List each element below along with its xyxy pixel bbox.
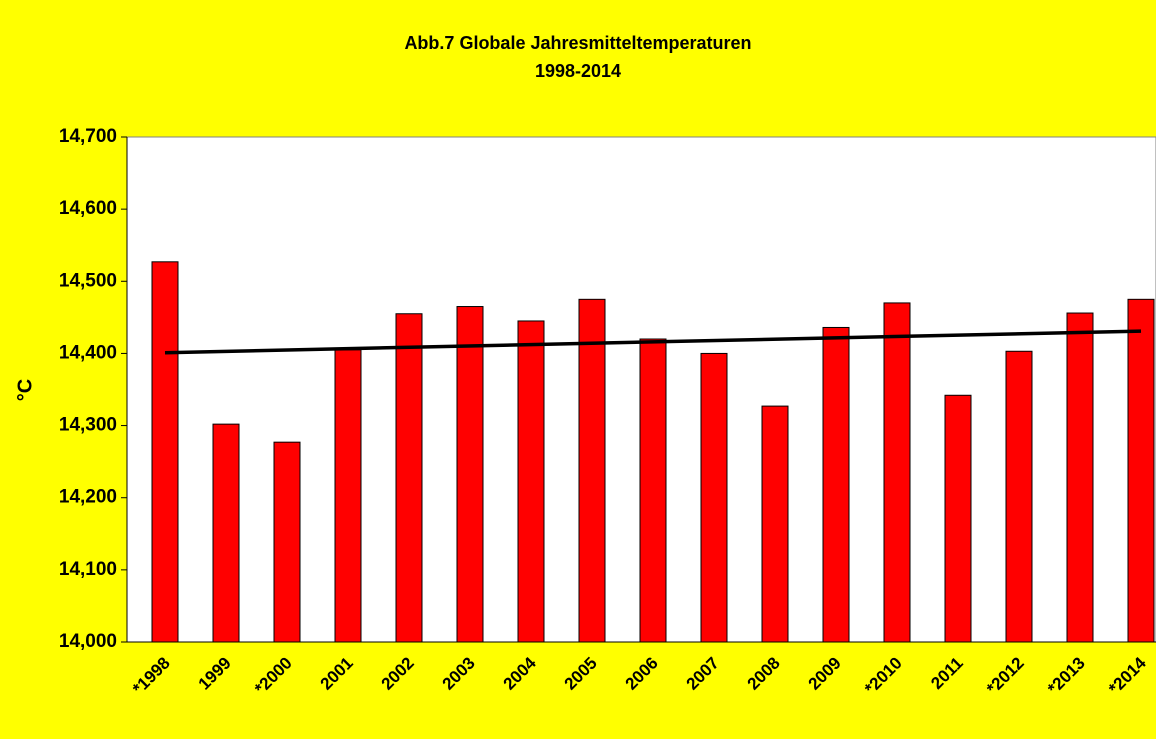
bar xyxy=(517,320,545,643)
bar xyxy=(395,313,423,643)
chart-title: Abb.7 Globale Jahresmitteltemperaturen xyxy=(404,33,751,53)
bar xyxy=(456,306,484,643)
y-tick-label: 14,100 xyxy=(59,559,117,580)
trendline xyxy=(164,329,1142,355)
y-tick-label: 14,700 xyxy=(59,126,117,147)
bar xyxy=(151,261,179,643)
bar xyxy=(1005,350,1033,643)
bar xyxy=(1127,298,1155,643)
y-tick-label: 14,300 xyxy=(59,415,117,436)
y-tick-label: 14,500 xyxy=(59,270,117,291)
bar xyxy=(1066,312,1094,643)
y-axis-label: °C xyxy=(14,379,36,401)
bar xyxy=(212,423,240,643)
bar xyxy=(578,298,606,643)
chart-subtitle: 1998-2014 xyxy=(535,61,621,81)
bar xyxy=(334,349,362,643)
bar xyxy=(273,441,301,643)
bar xyxy=(883,302,911,643)
bar xyxy=(639,338,667,643)
y-tick-label: 14,400 xyxy=(59,342,117,363)
bar xyxy=(700,352,728,643)
y-tick-label: 14,000 xyxy=(59,631,117,652)
y-tick-label: 14,200 xyxy=(59,487,117,508)
y-tick-label: 14,600 xyxy=(59,198,117,219)
bar xyxy=(761,405,789,643)
bar xyxy=(822,326,850,643)
bar xyxy=(944,394,972,643)
